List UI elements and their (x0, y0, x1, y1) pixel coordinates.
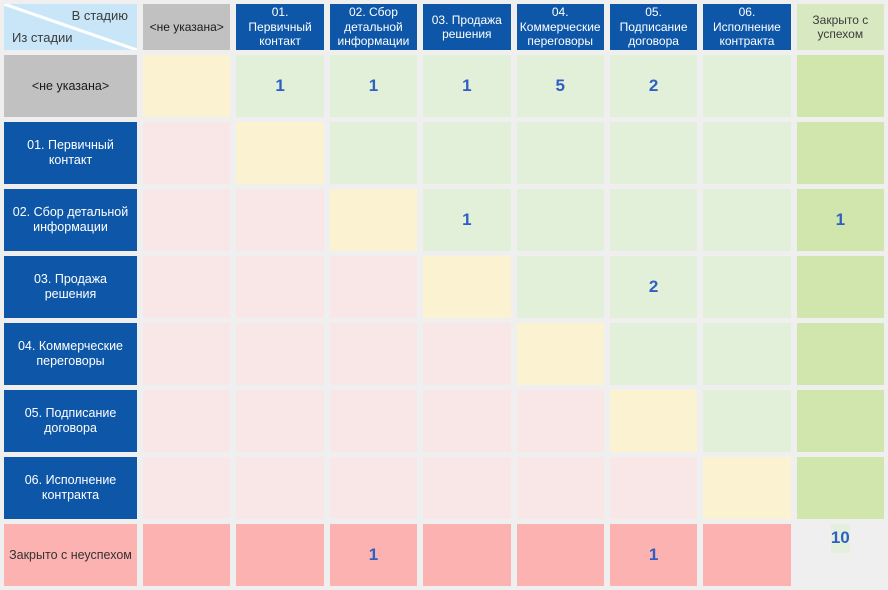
row-header-06: 06. Исполнение контракта (4, 457, 137, 519)
corner-to-stage-label: В стадию (71, 8, 128, 23)
cell-06-01 (236, 457, 324, 519)
cell-03-none (143, 256, 231, 318)
cell-03-06 (703, 256, 791, 318)
cell-03-02 (329, 256, 418, 318)
cell-05-06 (703, 390, 791, 452)
cell-01-06 (703, 122, 791, 184)
cell-fail-03 (423, 524, 511, 586)
cell-fail-01 (236, 524, 324, 586)
cell-none-success (796, 55, 884, 117)
cell-02-03[interactable]: 1 (423, 189, 511, 251)
cell-04-01 (236, 323, 324, 385)
col-header-02: 02. Сбор детальной информации (329, 4, 418, 50)
cell-fail-success-top[interactable]: 10 (830, 524, 850, 553)
cell-01-success (796, 122, 884, 184)
cell-none-none (143, 55, 231, 117)
cell-04-02 (329, 323, 418, 385)
row-header-02: 02. Сбор детальной информации (4, 189, 137, 251)
cell-none-01[interactable]: 1 (236, 55, 324, 117)
col-header-05: 05. Подписание договора (609, 4, 698, 50)
cell-05-03 (423, 390, 511, 452)
cell-01-05 (609, 122, 698, 184)
col-header-none: <не указана> (143, 4, 231, 50)
cell-02-04 (516, 189, 604, 251)
cell-06-02 (329, 457, 418, 519)
cell-05-04 (516, 390, 604, 452)
cell-04-06 (703, 323, 791, 385)
cell-05-05 (609, 390, 698, 452)
cell-06-06 (703, 457, 791, 519)
col-header-01: 01. Первичный контакт (236, 4, 324, 50)
cell-fail-none (143, 524, 231, 586)
row-header-fail: Закрыто с неуспехом (4, 524, 137, 586)
cell-04-03 (423, 323, 511, 385)
cell-03-03 (423, 256, 511, 318)
col-header-06: 06. Исполнение контракта (703, 4, 791, 50)
cell-fail-06 (703, 524, 791, 586)
cell-06-05 (609, 457, 698, 519)
corner-diagonal-line (4, 4, 137, 50)
cell-01-01 (236, 122, 324, 184)
col-header-success: Закрыто с успехом (796, 4, 884, 50)
row-header-03: 03. Продажа решения (4, 256, 137, 318)
cell-none-02[interactable]: 1 (329, 55, 418, 117)
cell-none-03[interactable]: 1 (423, 55, 511, 117)
cell-fail-02[interactable]: 1 (329, 524, 418, 586)
row-header-01: 01. Первичный контакт (4, 122, 137, 184)
cell-02-success[interactable]: 1 (796, 189, 884, 251)
cell-05-01 (236, 390, 324, 452)
cell-03-01 (236, 256, 324, 318)
cell-none-05[interactable]: 2 (609, 55, 698, 117)
cell-06-none (143, 457, 231, 519)
cell-03-05[interactable]: 2 (609, 256, 698, 318)
cell-fail-04 (516, 524, 604, 586)
cell-02-02 (329, 189, 418, 251)
cell-fail-05[interactable]: 1 (609, 524, 698, 586)
cell-06-success (796, 457, 884, 519)
cell-none-06 (703, 55, 791, 117)
cell-none-04[interactable]: 5 (516, 55, 604, 117)
col-header-04: 04. Коммерческие переговоры (516, 4, 604, 50)
col-header-03: 03. Продажа решения (423, 4, 511, 50)
corner-from-stage-label: Из стадии (12, 30, 73, 45)
row-header-05: 05. Подписание договора (4, 390, 137, 452)
row-header-04: 04. Коммерческие переговоры (4, 323, 137, 385)
cell-02-01 (236, 189, 324, 251)
cell-01-none (143, 122, 231, 184)
cell-02-none (143, 189, 231, 251)
row-header-none: <не указана> (4, 55, 137, 117)
matrix-corner: В стадию Из стадии (4, 4, 137, 50)
cell-02-05 (609, 189, 698, 251)
cell-06-03 (423, 457, 511, 519)
cell-01-04 (516, 122, 604, 184)
cell-03-success (796, 256, 884, 318)
cell-04-none (143, 323, 231, 385)
cell-04-04 (516, 323, 604, 385)
cell-04-success (796, 323, 884, 385)
cell-fail-success: 10 (797, 524, 884, 586)
cell-01-03 (423, 122, 511, 184)
cell-06-04 (516, 457, 604, 519)
cell-05-none (143, 390, 231, 452)
cell-02-06 (703, 189, 791, 251)
cell-01-02 (329, 122, 418, 184)
cell-05-02 (329, 390, 418, 452)
cell-04-05 (609, 323, 698, 385)
cell-05-success (796, 390, 884, 452)
cell-03-04 (516, 256, 604, 318)
